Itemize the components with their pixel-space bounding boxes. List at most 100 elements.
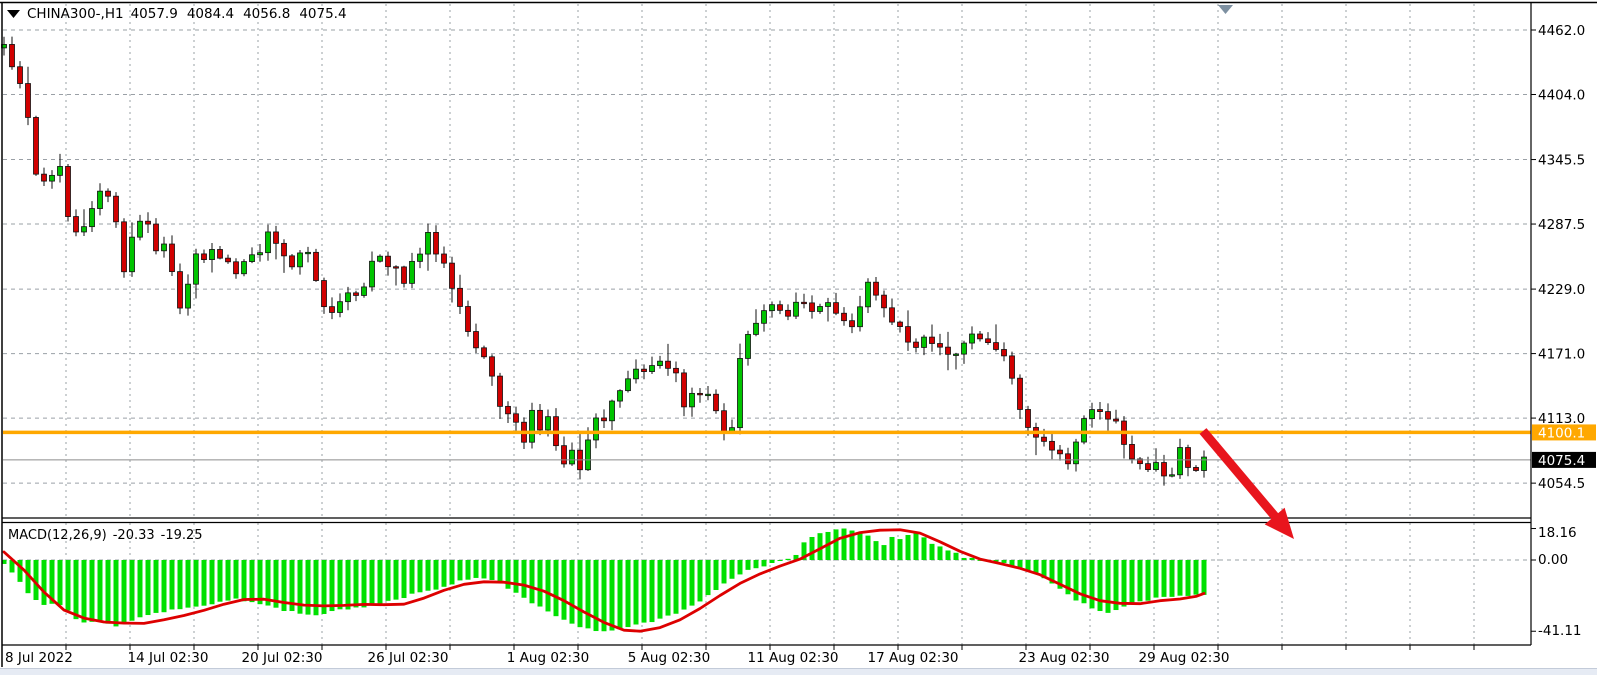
candle-body <box>673 367 679 374</box>
macd-histogram-bar <box>569 560 575 624</box>
macd-histogram-bar <box>329 560 335 612</box>
candle-body <box>225 257 231 263</box>
macd-main-value: -20.33 <box>112 528 155 543</box>
candle-body <box>625 378 631 392</box>
macd-histogram-bar <box>425 560 431 591</box>
macd-histogram-bar <box>465 560 471 580</box>
macd-histogram-bar <box>1065 560 1071 595</box>
symbol-dropdown-icon <box>7 10 20 18</box>
time-axis-label: 17 Aug 02:30 <box>867 650 958 666</box>
candle-body <box>585 439 591 471</box>
candle-body <box>857 306 863 328</box>
macd-histogram-bar <box>225 560 231 601</box>
time-axis-label: 11 Aug 02:30 <box>747 650 838 666</box>
candle-body <box>321 280 327 308</box>
macd-histogram-bar <box>201 560 207 606</box>
macd-histogram-bar <box>129 560 135 621</box>
candle-body <box>305 251 311 255</box>
candle-body <box>81 226 87 233</box>
candle-body <box>505 405 511 415</box>
close-value: 4075.4 <box>299 6 347 22</box>
macd-histogram-bar <box>665 560 671 616</box>
macd-histogram-bar <box>385 560 391 601</box>
macd-histogram-bar <box>481 560 487 579</box>
candle-body <box>129 236 135 273</box>
candle-body <box>313 251 319 281</box>
candle-body <box>905 326 911 343</box>
macd-histogram-bar <box>937 546 943 560</box>
macd-histogram-bar <box>41 560 47 605</box>
candle-body <box>1057 449 1063 455</box>
candle-body <box>465 306 471 332</box>
candle-body <box>177 271 183 309</box>
macd-histogram-bar <box>625 560 631 628</box>
macd-histogram-bar <box>601 560 607 632</box>
macd-histogram-bar <box>1033 560 1039 573</box>
symbol-ohlc-readout: CHINA300-,H1 4057.9 4084.4 4056.8 4075.4 <box>7 6 356 22</box>
candle-body <box>41 173 47 182</box>
macd-histogram-bar <box>1137 560 1143 602</box>
candle-body <box>969 333 975 344</box>
macd-histogram-bar <box>857 532 863 560</box>
macd-histogram-bar <box>785 558 791 560</box>
macd-histogram-bar <box>1105 560 1111 613</box>
macd-histogram-bar <box>849 530 855 560</box>
low-value: 4056.8 <box>243 6 291 22</box>
macd-histogram-bar <box>89 560 95 622</box>
macd-histogram-bar <box>753 560 759 569</box>
macd-histogram-bar <box>241 560 247 602</box>
candle-body <box>425 232 431 255</box>
macd-histogram-bar <box>697 560 703 602</box>
macd-histogram-bar <box>97 560 103 623</box>
macd-histogram-bar <box>993 560 999 562</box>
macd-histogram-bar <box>705 560 711 596</box>
candle-body <box>609 400 615 422</box>
macd-histogram-bar <box>57 560 63 606</box>
candle-body <box>809 302 815 312</box>
current-price-flag-text: 4075.4 <box>1538 453 1585 469</box>
macd-histogram-bar <box>729 560 735 579</box>
candle-body <box>113 195 119 223</box>
macd-histogram-bar <box>409 560 415 594</box>
macd-histogram-bar <box>721 560 727 584</box>
macd-histogram-bar <box>377 560 383 605</box>
candle-body <box>201 253 207 260</box>
candle-body <box>25 83 31 118</box>
macd-indicator-label: MACD(12,26,9) -20.33 -19.25 <box>8 528 209 543</box>
candle-body <box>393 266 399 269</box>
macd-histogram-bar <box>641 560 647 623</box>
macd-histogram-bar <box>337 560 343 610</box>
candle-body <box>193 253 199 285</box>
candle-body <box>489 356 495 377</box>
macd-histogram-bar <box>1185 560 1191 596</box>
candle-body <box>1081 418 1087 443</box>
candle-body <box>945 346 951 355</box>
candle-body <box>929 336 935 344</box>
candle-body <box>329 306 335 313</box>
candle-body <box>233 261 239 275</box>
candle-body <box>353 292 359 296</box>
macd-histogram-bar <box>553 560 559 617</box>
macd-histogram-bar <box>177 560 183 610</box>
macd-histogram-bar <box>777 560 783 561</box>
candle-body <box>369 260 375 288</box>
candle-body <box>1009 355 1015 379</box>
current-price-flag <box>1532 451 1596 468</box>
candle-body <box>153 223 159 252</box>
macd-histogram-bar <box>489 560 495 580</box>
candle-body <box>681 372 687 408</box>
macd-histogram-bar <box>585 560 591 629</box>
candle-body <box>689 392 695 408</box>
macd-histogram-bar <box>401 560 407 599</box>
price-axis-label: 4171.0 <box>1538 347 1585 363</box>
macd-histogram-bar <box>25 560 31 594</box>
candle-body <box>993 342 999 350</box>
candle-body <box>217 249 223 259</box>
window-bottom-edge <box>0 668 1597 675</box>
ohlc-values: 4057.9 4084.4 4056.8 4075.4 <box>131 6 356 22</box>
candle-body <box>881 294 887 309</box>
candle-body <box>1153 462 1159 471</box>
candle-body <box>401 266 407 284</box>
macd-histogram-bar <box>1177 560 1183 596</box>
